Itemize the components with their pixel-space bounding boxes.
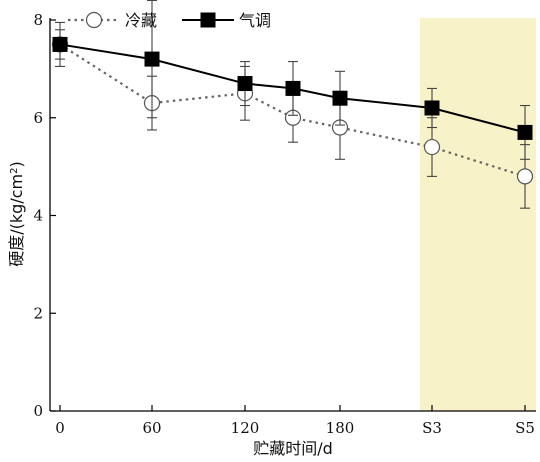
legend-marker-cold	[85, 11, 103, 29]
highlight-region	[420, 18, 536, 411]
legend-label-cold: 冷藏	[125, 11, 157, 30]
legend: 冷藏 气调	[68, 11, 271, 30]
series-layer	[51, 0, 534, 209]
y-tick-label: 4	[33, 207, 43, 225]
data-point-cold	[516, 168, 534, 185]
data-point-ca	[237, 76, 253, 92]
x-tick-label: 120	[231, 419, 260, 437]
x-tick-label: 180	[326, 419, 355, 437]
x-tick-label: 0	[55, 419, 65, 437]
data-point-ca	[424, 100, 440, 116]
x-tick-label: S5	[515, 419, 535, 437]
series-ca	[52, 0, 533, 160]
x-tick-label: 60	[142, 419, 161, 437]
y-ticks: 0 2 4 6 8	[33, 11, 56, 420]
x-tick-label: S3	[422, 419, 442, 437]
y-tick-label: 2	[33, 304, 43, 322]
y-tick-label: 8	[33, 11, 43, 29]
data-point-ca	[285, 80, 301, 96]
data-point-cold	[423, 138, 441, 156]
x-axis-title: 贮藏时间/d	[253, 439, 333, 458]
x-ticks: 0 60 120 180 S3 S5	[55, 405, 535, 437]
data-point-ca	[517, 124, 533, 140]
legend-marker-ca	[200, 12, 216, 28]
y-tick-label: 6	[33, 109, 43, 127]
data-point-ca	[332, 90, 348, 106]
y-axis-title: 硬度/(kg/cm2)	[7, 161, 26, 266]
legend-label-ca: 气调	[239, 11, 271, 30]
data-point-ca	[144, 51, 160, 67]
data-point-ca	[52, 36, 68, 52]
y-tick-label: 0	[33, 402, 43, 420]
axes	[49, 18, 536, 412]
